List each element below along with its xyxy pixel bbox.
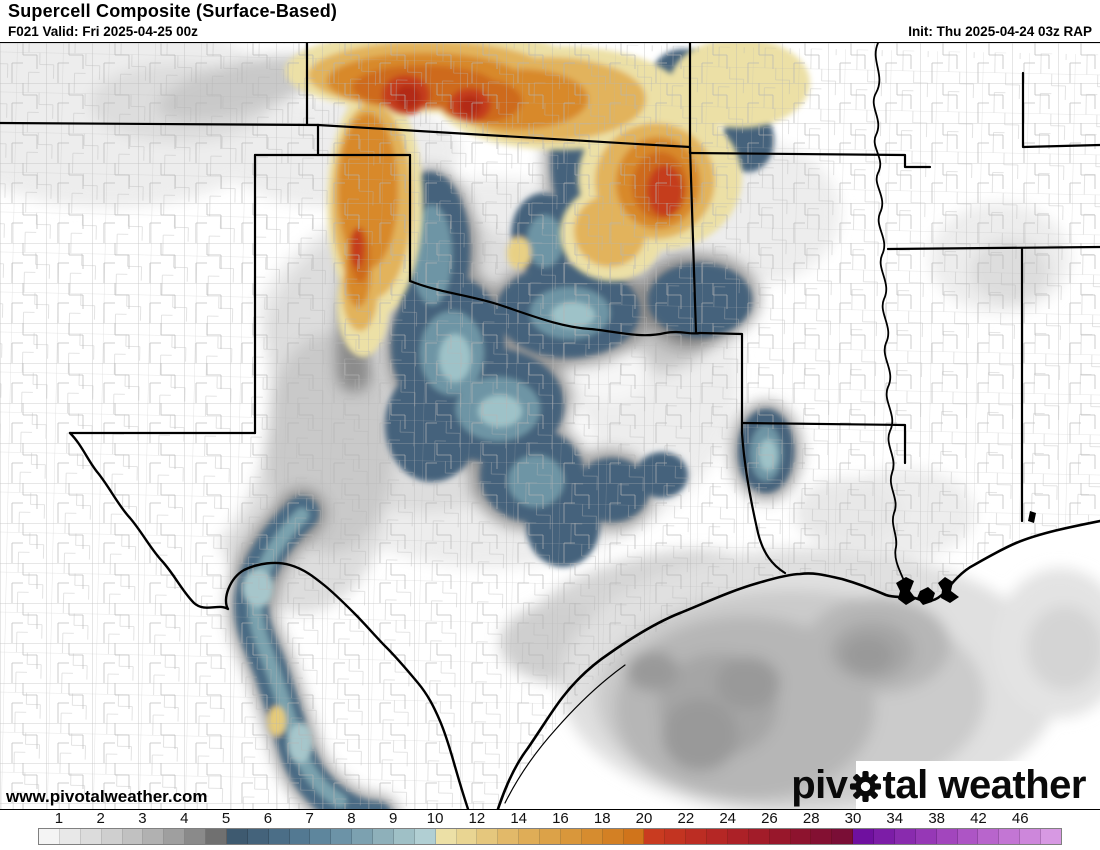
colorbar-segment — [331, 829, 353, 844]
coastline-and-rivers — [68, 43, 1100, 809]
header: Supercell Composite (Surface-Based) F021… — [0, 0, 1100, 42]
colorbar-tick: 4 — [180, 810, 189, 827]
logo-text-suffix: tal weather — [882, 763, 1087, 807]
colorbar-segment — [894, 829, 916, 844]
colorbar-segment — [748, 829, 770, 844]
colorbar-segment — [1020, 829, 1041, 844]
colorbar-segment — [853, 829, 874, 844]
colorbar-segment — [310, 829, 332, 844]
colorbar-segment — [581, 829, 603, 844]
colorbar-segment — [665, 829, 687, 844]
colorbar-segment — [623, 829, 645, 844]
logo-text-prefix: piv — [791, 763, 848, 807]
colorbar-segment — [644, 829, 666, 844]
colorbar-legend: 1 2 3 4 5 6 7 8 9 10 12 14 16 18 20 22 24 26 28 30 34 38 42 46 — [0, 810, 1100, 850]
colorbar-segment — [811, 829, 833, 844]
river-delta — [896, 511, 1036, 605]
colorbar-tick: 10 — [426, 810, 444, 827]
page-title: Supercell Composite (Surface-Based) — [8, 1, 338, 21]
logo-backing — [856, 761, 1100, 809]
forecast-valid-label: F021 Valid: Fri 2025-04-25 00z — [8, 24, 198, 39]
colorbar-tick: 1 — [54, 810, 64, 827]
colorbar-segment — [498, 829, 520, 844]
weather-map: www.pivotalweather.com piv tal weather — [0, 42, 1100, 810]
colorbar-segment — [686, 829, 707, 844]
colorbar-segment — [101, 829, 123, 844]
colorbar-tick: 6 — [263, 810, 273, 827]
colorbar-tick: 46 — [1011, 810, 1029, 827]
colorbar-segment — [540, 829, 561, 844]
colorbar-segment — [1041, 829, 1061, 844]
colorbar-tick: 2 — [96, 810, 105, 827]
colorbar-tick: 28 — [802, 810, 820, 827]
colorbar-segment — [206, 829, 227, 844]
pivotal-weather-logo: piv tal weather — [791, 765, 1086, 805]
colorbar-tick: 22 — [677, 810, 695, 827]
colorbar-segment — [143, 829, 165, 844]
colorbar-segment — [268, 829, 290, 844]
colorbar-segment — [435, 829, 457, 844]
colorbar-ticks: 1 2 3 4 5 6 7 8 9 10 12 14 16 18 20 22 24 26 28 30 34 38 42 46 — [38, 810, 1062, 827]
colorbar-tick: 18 — [593, 810, 611, 827]
colorbar-tick: 7 — [305, 810, 314, 827]
colorbar-segment — [519, 829, 540, 844]
colorbar-segment — [727, 829, 749, 844]
colorbar-segment — [122, 829, 144, 844]
watermark-url: www.pivotalweather.com — [6, 787, 208, 806]
colorbar-tick: 12 — [468, 810, 486, 827]
colorbar-segment — [289, 829, 311, 844]
colorbar-tick: 9 — [389, 810, 398, 827]
map-canvas — [0, 43, 1100, 809]
colorbar-tick: 3 — [138, 810, 147, 827]
colorbar-segment — [39, 829, 60, 844]
colorbar-tick: 30 — [844, 810, 862, 827]
colorbar-segment — [560, 829, 582, 844]
colorbar-tick: 38 — [928, 810, 945, 827]
colorbar-tick: 20 — [635, 810, 653, 827]
colorbar-segment — [874, 829, 895, 844]
state-borders — [0, 43, 1100, 575]
colorbar-segment — [247, 829, 269, 844]
colorbar-tick: 34 — [886, 810, 904, 827]
colorbar-segment — [373, 829, 394, 844]
colorbar-segment — [978, 829, 1000, 844]
colorbar-segment — [393, 829, 415, 844]
colorbar-segment — [999, 829, 1021, 844]
gear-icon — [849, 770, 881, 802]
colorbar-segment — [707, 829, 728, 844]
colorbar-tick: 24 — [719, 810, 736, 827]
colorbar-segment — [832, 829, 854, 844]
colorbar-segment — [59, 829, 81, 844]
colorbar-segment — [352, 829, 373, 844]
colorbar-segment — [456, 829, 478, 844]
colorbar-segment — [185, 829, 206, 844]
colorbar-segment — [790, 829, 812, 844]
colorbar-segment — [164, 829, 186, 844]
colorbar-segment — [915, 829, 937, 844]
model-init-label: Init: Thu 2025-04-24 03z RAP — [908, 24, 1092, 39]
colorbar-tick: 8 — [347, 810, 356, 827]
colorbar-segment — [414, 829, 436, 844]
colorbar-tick: 16 — [552, 810, 569, 827]
colorbar-segment — [80, 829, 102, 844]
colorbar-tick: 42 — [970, 810, 987, 827]
colorbar-tick: 14 — [510, 810, 527, 827]
colorbar-segment — [226, 829, 248, 844]
colorbar-segment — [477, 829, 499, 844]
colorbar-segment — [936, 829, 958, 844]
colorbar-segment — [602, 829, 624, 844]
colorbar-tick: 26 — [761, 810, 778, 827]
colorbar-segment — [957, 829, 979, 844]
colorbar-segment — [769, 829, 791, 844]
colorbar — [38, 828, 1062, 845]
colorbar-tick: 5 — [221, 810, 231, 827]
